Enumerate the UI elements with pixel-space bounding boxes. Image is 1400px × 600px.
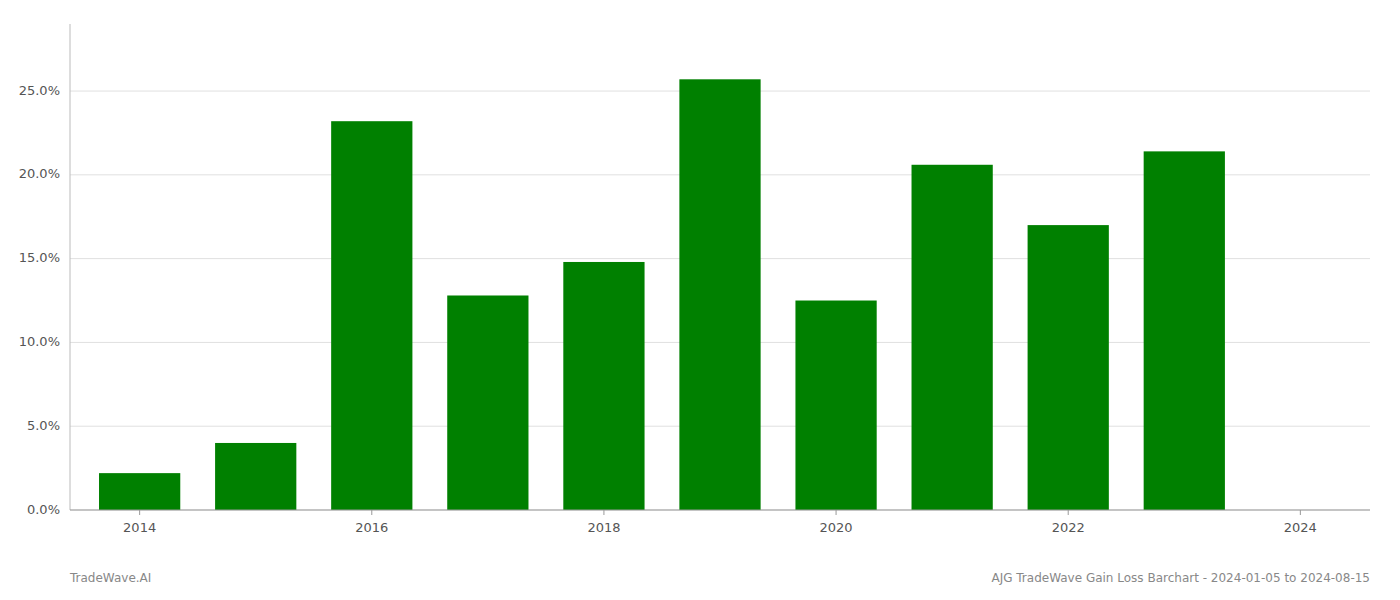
footer-text: TradeWave.AI bbox=[69, 571, 151, 585]
x-tick bbox=[836, 510, 837, 515]
x-axis: 2014 2016 2018 2020 2022 2024 bbox=[70, 510, 1370, 535]
footer: TradeWave.AI AJG TradeWave Gain Loss Barc… bbox=[69, 571, 1370, 585]
x-axis-line bbox=[70, 510, 1370, 511]
bar bbox=[99, 473, 180, 510]
x-tick-label: 2016 bbox=[355, 520, 388, 535]
footer-text: AJG TradeWave Gain Loss Barchart - 2024-… bbox=[991, 571, 1370, 585]
bar bbox=[331, 121, 412, 510]
y-tick-label: 5.0% bbox=[27, 418, 60, 433]
x-tick-label: 2018 bbox=[587, 520, 620, 535]
bar bbox=[795, 301, 876, 510]
grid-line bbox=[70, 510, 1370, 511]
y-tick-label: 20.0% bbox=[19, 166, 60, 181]
x-tick-label: 2014 bbox=[123, 520, 156, 535]
y-axis-line bbox=[70, 24, 71, 510]
x-tick bbox=[1300, 510, 1301, 515]
chart-container: 0.0% 5.0% 10.0% 15.0% 20.0% 25.0% 2014 2016 2018… bbox=[0, 0, 1400, 600]
x-tick bbox=[371, 510, 372, 515]
x-tick-label: 2020 bbox=[820, 520, 853, 535]
x-tick-label: 2022 bbox=[1052, 520, 1085, 535]
bar bbox=[679, 79, 760, 510]
bars bbox=[99, 79, 1225, 510]
bar bbox=[1028, 225, 1109, 510]
x-tick-label: 2024 bbox=[1284, 520, 1317, 535]
bar bbox=[447, 295, 528, 510]
y-axis: 0.0% 5.0% 10.0% 15.0% 20.0% 25.0% bbox=[19, 24, 70, 517]
x-tick bbox=[603, 510, 604, 515]
bar bbox=[1144, 151, 1225, 510]
y-tick-label: 0.0% bbox=[27, 502, 60, 517]
chart-svg: 0.0% 5.0% 10.0% 15.0% 20.0% 25.0% 2014 2016 2018… bbox=[0, 0, 1400, 600]
x-tick bbox=[1068, 510, 1069, 515]
bar bbox=[215, 443, 296, 510]
x-tick bbox=[139, 510, 140, 515]
y-tick-label: 10.0% bbox=[19, 334, 60, 349]
y-tick-label: 15.0% bbox=[19, 250, 60, 265]
bar bbox=[563, 262, 644, 510]
y-tick-label: 25.0% bbox=[19, 83, 60, 98]
bar bbox=[912, 165, 993, 510]
